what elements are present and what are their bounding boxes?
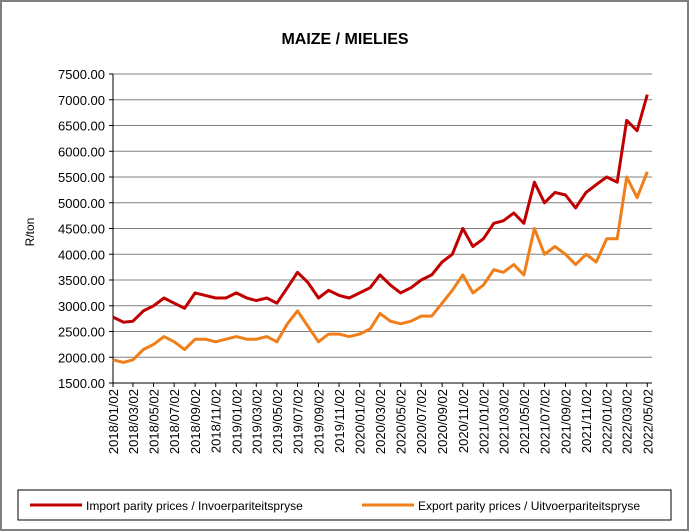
x-tick-label: 2018/09/02	[188, 389, 203, 454]
y-tick-label: 4000.00	[58, 247, 105, 262]
x-tick-label: 2018/11/02	[209, 389, 224, 453]
chart-title: MAIZE / MIELIES	[281, 31, 408, 48]
y-tick-label: 2000.00	[58, 350, 105, 365]
x-tick-label: 2019/05/02	[270, 389, 285, 454]
y-tick-label: 2500.00	[58, 325, 105, 340]
y-tick-label: 3500.00	[58, 273, 105, 288]
y-tick-label: 3000.00	[58, 299, 105, 314]
x-tick-label: 2019/07/02	[291, 389, 306, 454]
x-tick-label: 2020/05/02	[394, 389, 409, 454]
legend-box	[17, 489, 672, 521]
x-tick-label: 2021/09/02	[558, 389, 573, 454]
legend-label: Export parity prices / Uitvoerpariteitsp…	[418, 499, 640, 513]
x-tick-label: 2019/09/02	[311, 389, 326, 454]
x-tick-label: 2022/05/02	[640, 389, 655, 454]
x-tick-label: 2021/07/02	[538, 389, 553, 454]
y-tick-label: 6500.00	[58, 119, 105, 134]
x-tick-label: 2018/05/02	[147, 389, 162, 454]
y-tick-label: 1500.00	[58, 376, 105, 391]
x-tick-label: 2019/03/02	[249, 389, 264, 454]
y-tick-label: 6000.00	[58, 144, 105, 159]
x-tick-label: 2020/11/02	[456, 389, 471, 453]
x-tick-label: 2021/03/02	[496, 389, 511, 454]
x-tick-label: 2020/07/02	[414, 389, 429, 454]
x-tick-label: 2018/07/02	[167, 389, 182, 454]
y-tick-label: 7500.00	[58, 67, 105, 82]
x-tick-label: 2018/03/02	[126, 389, 141, 454]
x-tick-label: 2021/11/02	[579, 389, 594, 453]
y-tick-label: 5000.00	[58, 196, 105, 211]
y-tick-label: 4500.00	[58, 222, 105, 237]
y-axis-label: R/ton	[23, 218, 37, 247]
x-tick-label: 2019/11/02	[332, 389, 347, 453]
x-tick-label: 2018/01/02	[106, 389, 121, 454]
x-tick-label: 2020/01/02	[353, 389, 368, 454]
x-tick-label: 2020/03/02	[373, 389, 388, 454]
x-tick-label: 2021/01/02	[476, 389, 491, 454]
series-line	[112, 94, 649, 324]
x-tick-label: 2021/05/02	[517, 389, 532, 454]
y-tick-label: 5500.00	[58, 170, 105, 185]
x-tick-label: 2022/03/02	[620, 389, 635, 454]
y-tick-label: 7000.00	[58, 93, 105, 108]
x-tick-label: 2019/01/02	[229, 389, 244, 454]
x-tick-label: 2022/01/02	[600, 389, 615, 454]
series-line	[112, 171, 649, 364]
legend-label: Import parity prices / Invoerpariteitspr…	[86, 499, 303, 513]
x-tick-label: 2020/09/02	[435, 389, 450, 454]
